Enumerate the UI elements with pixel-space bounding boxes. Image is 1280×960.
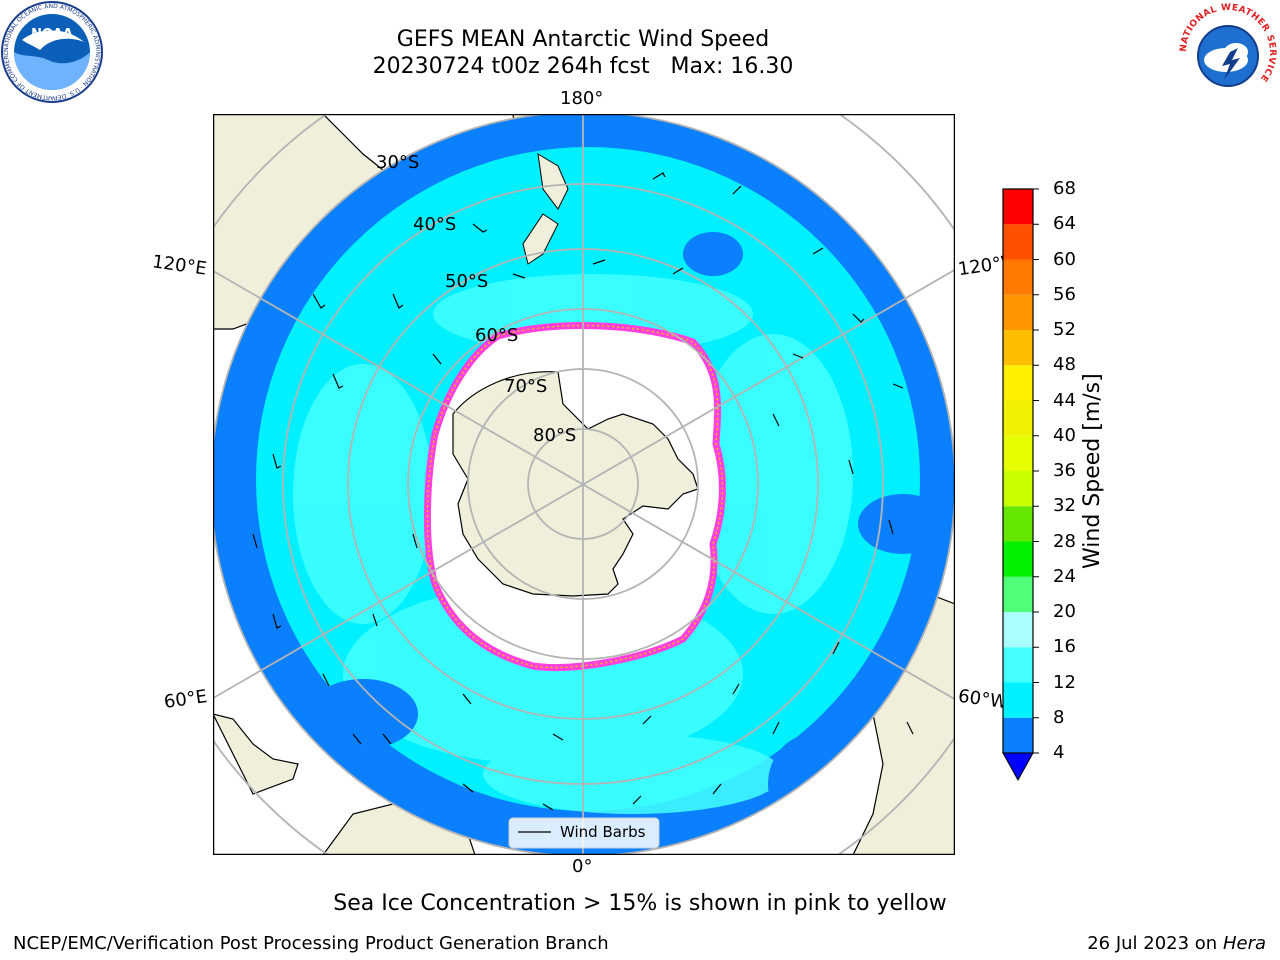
colorbar-bin-12-16 xyxy=(1003,647,1033,683)
footer-date: 26 Jul 2023 on Hera xyxy=(1087,933,1266,955)
colorbar-bin-4-8 xyxy=(1003,717,1033,753)
colorbar-tick-label-8: 8 xyxy=(1053,706,1065,728)
colorbar-bin-16-20 xyxy=(1003,612,1033,648)
sea-ice-note: Sea Ice Concentration > 15% is shown in … xyxy=(333,891,947,916)
colorbar-tick-label-48: 48 xyxy=(1053,354,1076,376)
legend-wind-barbs-label: Wind Barbs xyxy=(560,823,646,841)
lat-label-70s: 70°S xyxy=(504,376,547,397)
colorbar xyxy=(1002,188,1039,782)
wind-barbs xyxy=(252,172,914,811)
colorbar-tick-label-68: 68 xyxy=(1053,178,1076,199)
colorbar-tick-label-4: 4 xyxy=(1053,742,1065,763)
colorbar-bin-32-36 xyxy=(1003,471,1033,507)
colorbar-bin-8-12 xyxy=(1003,682,1033,718)
sea-ice-margin xyxy=(426,324,724,669)
colorbar-bin-56-60 xyxy=(1003,259,1033,295)
lon-label-0: 0° xyxy=(572,856,593,877)
colorbar-tick-label-24: 24 xyxy=(1053,565,1076,587)
footer-branch: NCEP/EMC/Verification Post Processing Pr… xyxy=(13,933,609,954)
lon-label-120e: 120°E xyxy=(150,251,208,280)
lat-label-60s: 60°S xyxy=(475,325,518,346)
colorbar-bin-60-64 xyxy=(1003,224,1033,260)
colorbar-tick-label-32: 32 xyxy=(1053,495,1076,517)
colorbar-bin-64-68 xyxy=(1003,189,1033,225)
noaa-logo: NATIONAL OCEANIC AND ATMOSPHERIC ADMINIS… xyxy=(0,0,103,103)
colorbar-under-arrow xyxy=(1002,752,1034,782)
colorbar-bin-24-28 xyxy=(1003,541,1033,577)
colorbar-bin-40-44 xyxy=(1003,400,1033,436)
lat-label-40s: 40°S xyxy=(413,214,456,235)
map-title: GEFS MEAN Antarctic Wind Speed xyxy=(396,27,770,52)
map-subtitle: 20230724 t00z 264h fcst Max: 16.30 xyxy=(372,54,794,79)
colorbar-tick-label-28: 28 xyxy=(1053,530,1076,552)
colorbar-tick-label-20: 20 xyxy=(1053,601,1076,622)
colorbar-tick-label-56: 56 xyxy=(1053,283,1076,305)
footer-system: Hera xyxy=(1222,933,1266,954)
colorbar-bins xyxy=(1003,189,1033,753)
footer-date-text: 26 Jul 2023 on xyxy=(1087,933,1223,954)
lon-label-180: 180° xyxy=(560,88,604,109)
colorbar-tick-label-60: 60 xyxy=(1053,248,1076,270)
colorbar-label: Wind Speed [m/s] xyxy=(1080,373,1105,569)
colorbar-tick-label-16: 16 xyxy=(1053,636,1076,658)
antarctica xyxy=(452,371,699,597)
colorbar-bin-52-56 xyxy=(1003,294,1033,330)
noaa-logo-text: NOAA xyxy=(31,27,73,42)
map-legend: Wind Barbs xyxy=(508,817,660,849)
colorbar-bin-28-32 xyxy=(1003,506,1033,542)
nws-logo: NATIONAL WEATHER SERVICE xyxy=(1178,2,1278,102)
map-frame xyxy=(213,114,955,855)
polar-map: 30°S 40°S 50°S 60°S 70°S 80°S Wind Barbs xyxy=(213,114,955,855)
colorbar-tick-label-36: 36 xyxy=(1053,460,1076,481)
colorbar-bin-20-24 xyxy=(1003,576,1033,612)
colorbar-tick-label-52: 52 xyxy=(1053,319,1076,340)
colorbar-tick-label-44: 44 xyxy=(1053,389,1076,411)
new-zealand xyxy=(522,153,569,265)
colorbar-bin-48-52 xyxy=(1003,330,1033,366)
colorbar-tick-label-40: 40 xyxy=(1053,424,1076,446)
lat-label-50s: 50°S xyxy=(445,271,488,292)
lon-label-60e: 60°E xyxy=(162,686,209,713)
colorbar-tick-label-12: 12 xyxy=(1053,671,1076,693)
colorbar-bin-44-48 xyxy=(1003,365,1033,401)
graticule xyxy=(213,114,955,855)
lat-label-30s: 30°S xyxy=(376,152,419,173)
colorbar-bin-36-40 xyxy=(1003,435,1033,471)
lat-label-80s: 80°S xyxy=(533,425,576,446)
colorbar-tick-label-64: 64 xyxy=(1053,213,1076,235)
